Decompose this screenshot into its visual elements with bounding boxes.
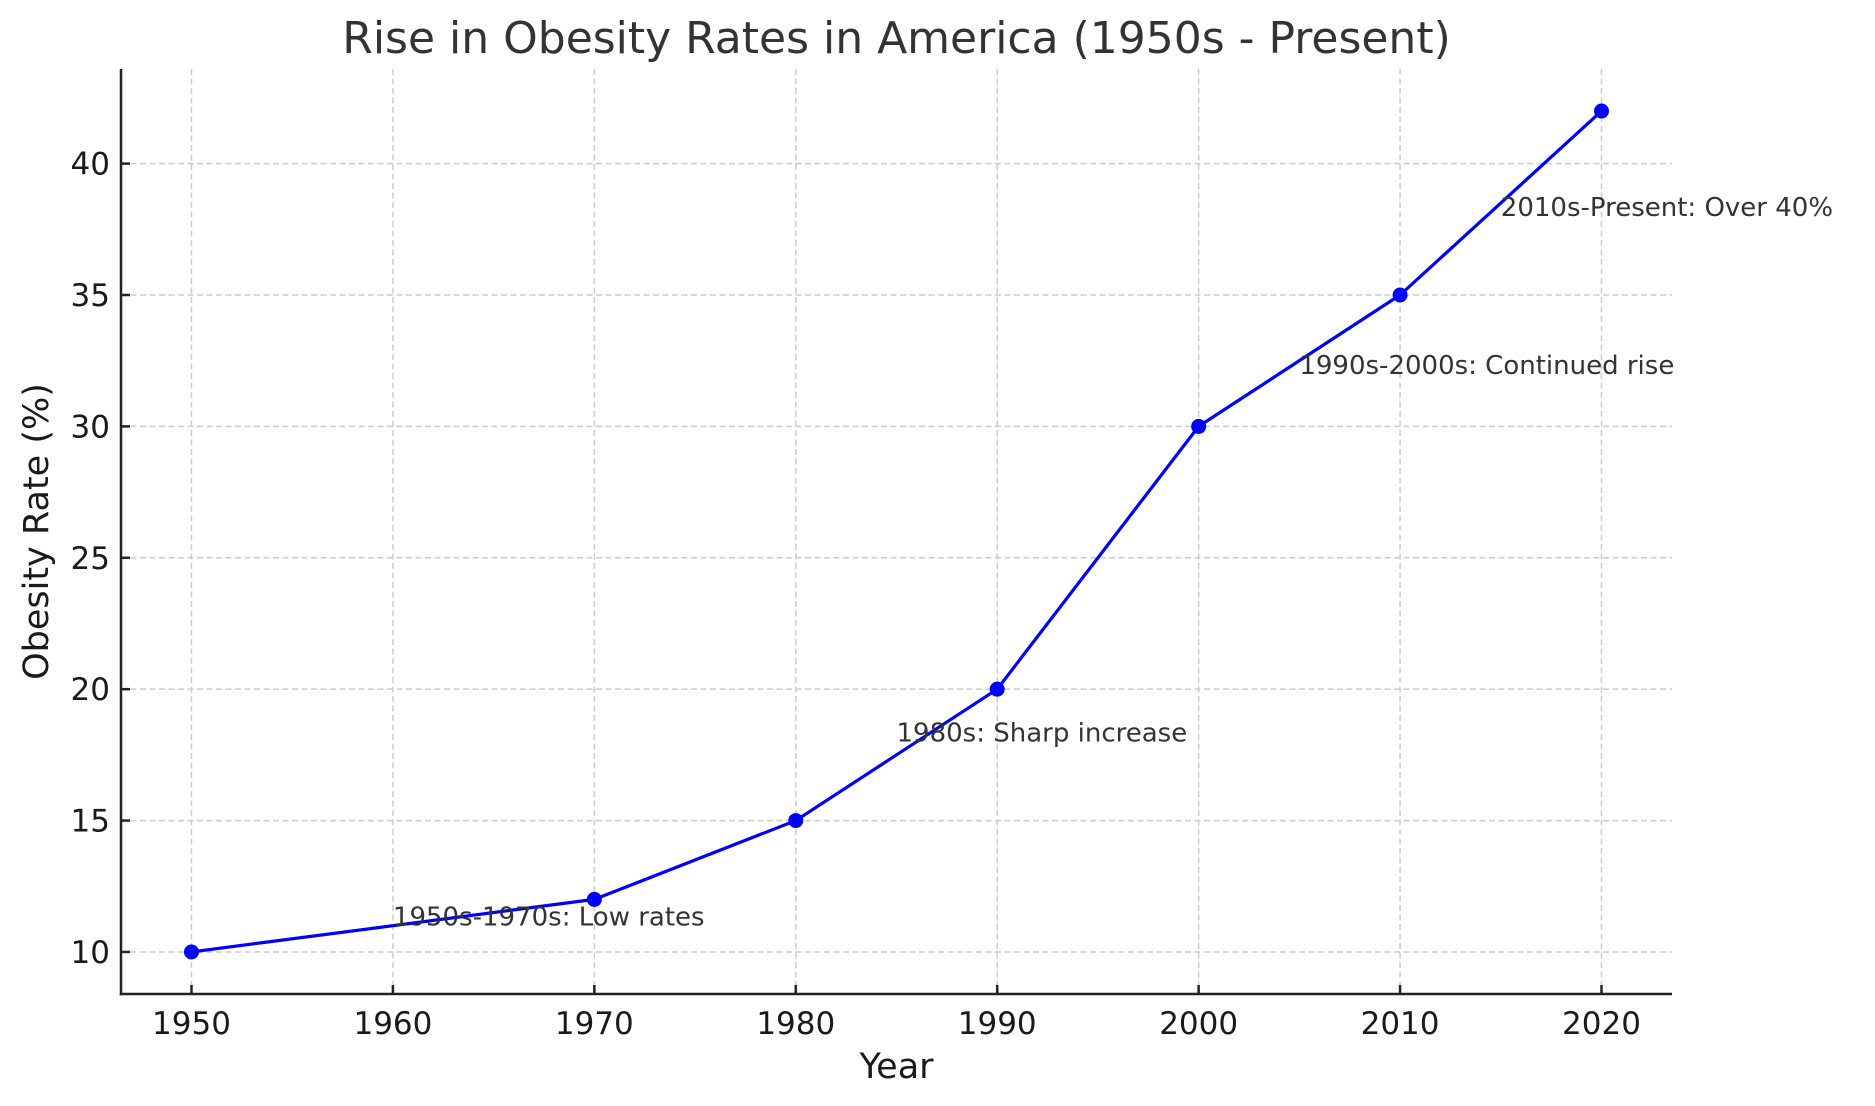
grid bbox=[121, 69, 1672, 994]
annotation-label: 1980s: Sharp increase bbox=[897, 719, 1188, 749]
data-point bbox=[989, 681, 1005, 697]
y-axis-label: Obesity Rate (%) bbox=[17, 383, 57, 680]
x-tick-label: 2010 bbox=[1361, 1006, 1440, 1042]
annotation-label: 2010s-Present: Over 40% bbox=[1501, 193, 1833, 223]
chart-title: Rise in Obesity Rates in America (1950s … bbox=[342, 13, 1451, 64]
x-tick-label: 1980 bbox=[756, 1006, 835, 1042]
y-tick-label: 30 bbox=[71, 409, 110, 445]
ticks: 1950 1960 1970 1980 1990 2000 2010 2020 10 15 20 25… bbox=[71, 147, 1641, 1042]
y-tick-label: 20 bbox=[71, 672, 110, 708]
x-tick-label: 1960 bbox=[353, 1006, 432, 1042]
x-tick-label: 2000 bbox=[1159, 1006, 1238, 1042]
y-tick-label: 40 bbox=[71, 147, 110, 183]
y-tick-label: 10 bbox=[71, 935, 110, 971]
series bbox=[184, 103, 1609, 960]
data-point bbox=[1191, 418, 1207, 434]
series-line bbox=[189, 109, 1604, 954]
x-tick-label: 1990 bbox=[958, 1006, 1037, 1042]
annotation-label: 1990s-2000s: Continued rise bbox=[1299, 351, 1674, 381]
annotation-label: 1950s-1970s: Low rates bbox=[393, 903, 705, 933]
x-tick-label: 2020 bbox=[1562, 1006, 1641, 1042]
data-point bbox=[184, 944, 199, 960]
data-point bbox=[1594, 103, 1609, 119]
x-tick-label: 1950 bbox=[152, 1006, 231, 1042]
x-axis-label: Year bbox=[858, 1047, 934, 1087]
y-tick-label: 35 bbox=[71, 278, 110, 314]
data-point bbox=[1392, 287, 1408, 303]
axes bbox=[119, 69, 1672, 996]
y-tick-label: 25 bbox=[71, 541, 110, 577]
data-point bbox=[586, 891, 602, 907]
data-point bbox=[788, 813, 804, 829]
annotations: 1950s-1970s: Low rates 1980s: Sharp incre… bbox=[393, 193, 1833, 933]
y-tick-label: 15 bbox=[71, 804, 110, 840]
x-tick-label: 1970 bbox=[555, 1006, 634, 1042]
